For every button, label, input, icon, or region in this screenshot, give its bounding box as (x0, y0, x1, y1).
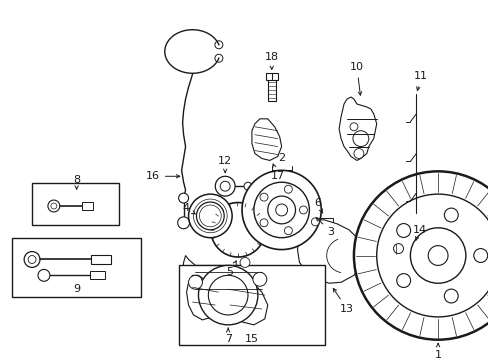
Text: 5: 5 (227, 261, 236, 277)
Text: 11: 11 (414, 71, 428, 90)
Text: 7: 7 (224, 328, 232, 344)
Text: 8: 8 (73, 175, 80, 189)
Polygon shape (297, 220, 364, 283)
Circle shape (244, 182, 252, 190)
Circle shape (198, 265, 258, 325)
Polygon shape (339, 97, 377, 161)
Circle shape (397, 224, 411, 238)
Text: 1: 1 (435, 343, 441, 360)
Circle shape (311, 218, 319, 226)
Circle shape (220, 181, 230, 191)
Circle shape (284, 185, 293, 193)
Bar (92, 255, 111, 265)
Circle shape (38, 269, 50, 281)
Circle shape (411, 228, 466, 283)
Circle shape (444, 289, 458, 303)
Circle shape (242, 170, 321, 249)
Circle shape (260, 219, 268, 227)
Bar (179, 265, 325, 345)
Circle shape (276, 204, 288, 216)
Circle shape (24, 252, 40, 267)
Circle shape (208, 275, 248, 315)
Circle shape (196, 202, 224, 230)
Circle shape (397, 274, 411, 288)
Circle shape (260, 193, 268, 201)
Text: 3: 3 (316, 217, 335, 237)
Polygon shape (224, 271, 268, 325)
Circle shape (444, 208, 458, 222)
Text: 2: 2 (278, 153, 285, 163)
Circle shape (377, 194, 490, 317)
Circle shape (189, 194, 232, 238)
Circle shape (354, 149, 364, 158)
Text: 13: 13 (333, 288, 354, 314)
Text: 6: 6 (314, 198, 323, 213)
Bar (82, 202, 94, 210)
Circle shape (240, 257, 250, 267)
Circle shape (393, 244, 403, 253)
Circle shape (354, 171, 490, 340)
Text: 12: 12 (218, 157, 232, 172)
Polygon shape (252, 119, 282, 161)
Circle shape (48, 200, 60, 212)
Polygon shape (183, 256, 268, 309)
Text: 18: 18 (265, 53, 279, 69)
Circle shape (254, 182, 309, 238)
Text: 10: 10 (350, 62, 364, 95)
Bar (266, 73, 278, 80)
Bar (90, 271, 105, 279)
Circle shape (284, 227, 293, 235)
Circle shape (428, 246, 448, 265)
Text: 4: 4 (182, 203, 195, 214)
Circle shape (253, 273, 267, 286)
Circle shape (268, 196, 295, 224)
Circle shape (215, 176, 235, 196)
Circle shape (179, 193, 189, 203)
Text: 16: 16 (146, 171, 180, 181)
Bar (398, 244, 430, 253)
Polygon shape (187, 275, 218, 320)
Bar (32, 183, 119, 225)
Text: 14: 14 (413, 225, 427, 240)
Circle shape (350, 123, 358, 131)
Text: 17: 17 (270, 164, 285, 181)
Bar (316, 218, 333, 226)
Circle shape (299, 206, 307, 214)
Circle shape (474, 249, 488, 262)
Circle shape (28, 256, 36, 264)
Text: 9: 9 (73, 284, 80, 294)
Bar (12, 238, 141, 297)
Circle shape (51, 203, 57, 209)
Circle shape (353, 131, 369, 147)
Text: 15: 15 (245, 334, 259, 344)
Bar (268, 79, 276, 101)
Circle shape (189, 275, 202, 289)
Circle shape (178, 217, 190, 229)
